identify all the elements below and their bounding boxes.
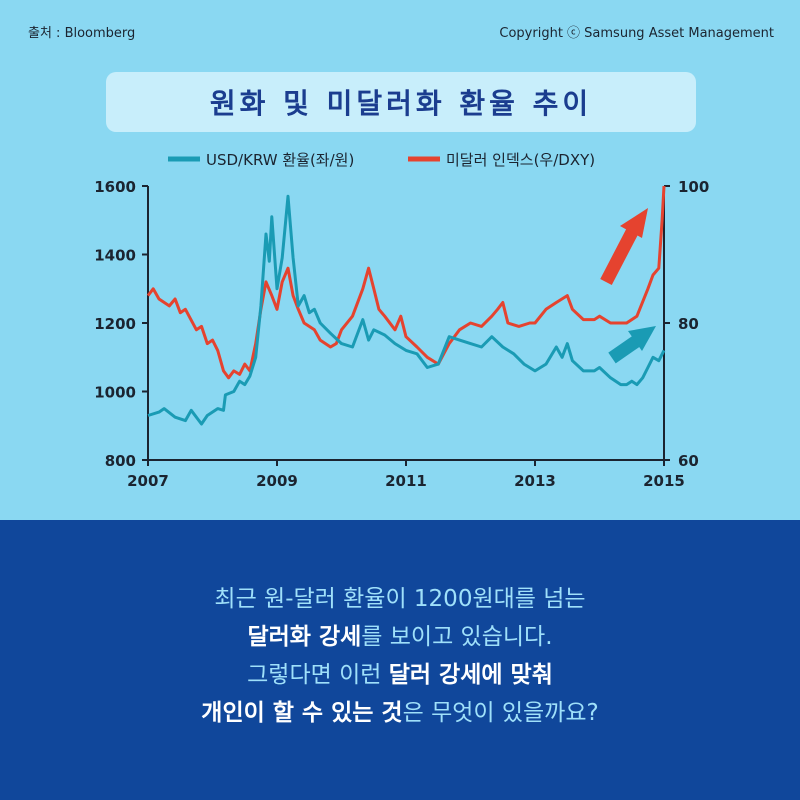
left-tick-label: 1600 bbox=[94, 178, 136, 196]
message-line-1: 최근 원-달러 환율이 1200원대를 넘는 bbox=[0, 580, 800, 618]
exchange-rate-chart: USD/KRW 환율(좌/원) 미달러 인덱스(우/DXY) 160014001… bbox=[94, 151, 709, 490]
right-axis-ticks: 100 80 60 bbox=[664, 178, 709, 470]
series-line-usdkrw bbox=[147, 194, 666, 426]
message-line-4: 개인이 할 수 있는 것은 무엇이 있을까요? bbox=[0, 694, 800, 732]
message-bold: 달러화 강세 bbox=[247, 624, 362, 650]
red-up-arrow-icon bbox=[600, 208, 648, 285]
teal-up-arrow-icon bbox=[608, 326, 656, 364]
message-line-2: 달러화 강세를 보이고 있습니다. bbox=[0, 618, 800, 656]
right-tick-label: 60 bbox=[678, 452, 699, 470]
x-tick-label: 2011 bbox=[385, 472, 427, 490]
left-tick-label: 1200 bbox=[94, 315, 136, 333]
message-text: 은 무엇이 있을까요? bbox=[402, 700, 599, 726]
message-block: 최근 원-달러 환율이 1200원대를 넘는 달러화 강세를 보이고 있습니다.… bbox=[0, 580, 800, 732]
legend: USD/KRW 환율(좌/원) 미달러 인덱스(우/DXY) bbox=[168, 151, 595, 169]
top-panel: 출처 : Bloomberg Copyright ⓒ Samsung Asset… bbox=[28, 26, 774, 490]
legend-label-usdkrw: USD/KRW 환율(좌/원) bbox=[206, 151, 354, 169]
source-label: 출처 : Bloomberg bbox=[28, 26, 136, 41]
x-tick-label: 2009 bbox=[256, 472, 298, 490]
x-tick-label: 2007 bbox=[127, 472, 169, 490]
chart-title: 원화 및 미달러화 환율 추이 bbox=[209, 87, 593, 120]
left-tick-label: 800 bbox=[105, 452, 136, 470]
left-axis-ticks: 1600 1400 1200 1000 800 bbox=[94, 178, 148, 470]
message-text: 를 보이고 있습니다. bbox=[361, 624, 553, 650]
bottom-panel bbox=[0, 520, 800, 800]
x-tick-label: 2015 bbox=[643, 472, 685, 490]
legend-label-dxy: 미달러 인덱스(우/DXY) bbox=[446, 151, 595, 169]
message-text: 그렇다면 이런 bbox=[247, 662, 389, 688]
copyright-label: Copyright ⓒ Samsung Asset Management bbox=[499, 26, 774, 41]
left-tick-label: 1400 bbox=[94, 247, 136, 265]
message-bold: 달러 강세에 맞춰 bbox=[388, 662, 553, 688]
message-line-3: 그렇다면 이런 달러 강세에 맞춰 bbox=[0, 656, 800, 694]
x-axis-ticks: 2007 2009 2011 2013 2015 bbox=[127, 460, 685, 490]
message-bold: 개인이 할 수 있는 것 bbox=[201, 700, 403, 726]
right-tick-label: 80 bbox=[678, 315, 699, 333]
left-tick-label: 1000 bbox=[94, 384, 136, 402]
x-tick-label: 2013 bbox=[514, 472, 556, 490]
series-line-dxy bbox=[146, 185, 666, 380]
title-box: 원화 및 미달러화 환율 추이 bbox=[106, 72, 696, 132]
right-tick-label: 100 bbox=[678, 178, 709, 196]
message-text: 최근 원-달러 환율이 1200원대를 넘는 bbox=[214, 586, 586, 612]
